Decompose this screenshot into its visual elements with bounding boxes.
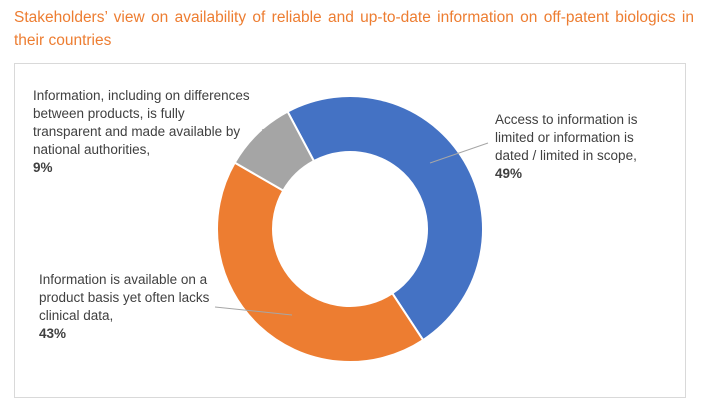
donut-slice-transparent bbox=[233, 110, 316, 192]
slice-label-limited-pct: 49% bbox=[495, 166, 523, 181]
slice-label-transparent-pct: 9% bbox=[33, 160, 53, 175]
donut-slice-limited bbox=[286, 95, 484, 342]
slice-label-limited: Access to information is limited or info… bbox=[495, 111, 670, 183]
slice-label-product-basis-pct: 43% bbox=[39, 326, 67, 341]
slice-label-transparent: Information, including on differences be… bbox=[33, 87, 251, 177]
slice-label-limited-text: Access to information is limited or info… bbox=[495, 112, 638, 163]
leader-line-limited bbox=[429, 142, 489, 164]
chart-title: Stakeholders’ view on availability of re… bbox=[14, 9, 694, 49]
slice-label-transparent-text: Information, including on differences be… bbox=[33, 88, 250, 157]
donut-slice-product-basis bbox=[216, 161, 425, 363]
leader-line-product-basis bbox=[214, 306, 293, 316]
chart-frame bbox=[14, 63, 686, 398]
leader-line-transparent bbox=[261, 127, 269, 131]
slice-label-product-basis: Information is available on a product ba… bbox=[39, 271, 239, 343]
slice-label-product-basis-text: Information is available on a product ba… bbox=[39, 272, 210, 323]
